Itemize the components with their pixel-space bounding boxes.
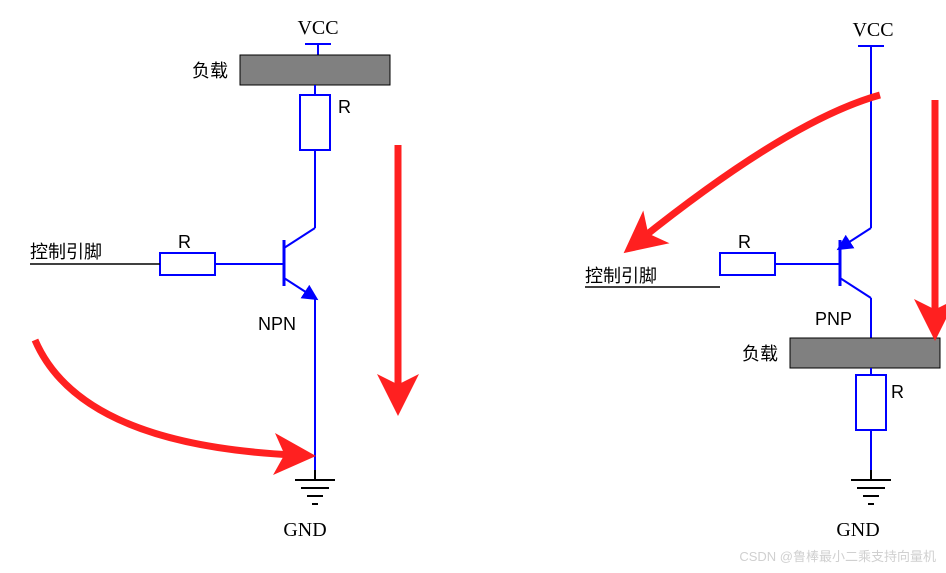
pnp-circuit: VCC PNP R 控制引脚 负载 R xyxy=(585,19,940,541)
vcc-label: VCC xyxy=(297,17,338,39)
watermark-text: CSDN @鲁棒最小二乘支持向量机 xyxy=(739,546,936,565)
resistor-bottom-pnp-label: R xyxy=(891,382,904,402)
resistor-base-npn xyxy=(160,253,215,275)
gnd-label-pnp: GND xyxy=(836,519,879,541)
vcc-label-pnp: VCC xyxy=(852,19,893,41)
resistor-top xyxy=(300,95,330,150)
resistor-bottom-pnp xyxy=(856,375,886,430)
npn-circuit: VCC 负载 R NPN R 控制引脚 xyxy=(30,17,398,541)
resistor-base-npn-label: R xyxy=(178,232,191,252)
control-pin-pnp: 控制引脚 xyxy=(585,266,657,286)
resistor-base-pnp-label: R xyxy=(738,232,751,252)
current-arrow-curved-npn xyxy=(35,340,295,455)
control-pin-npn: 控制引脚 xyxy=(30,242,102,262)
circuit-diagram: VCC 负载 R NPN R 控制引脚 xyxy=(0,0,946,573)
load-label: 负载 xyxy=(192,61,228,81)
gnd-label-npn: GND xyxy=(283,519,326,541)
resistor-base-pnp xyxy=(720,253,775,275)
load-box-pnp xyxy=(790,338,940,368)
pnp-transistor xyxy=(840,228,871,298)
load-label-pnp: 负载 xyxy=(742,344,778,364)
gnd-pnp xyxy=(851,470,891,504)
npn-type-label: NPN xyxy=(258,314,296,334)
gnd-npn xyxy=(295,470,335,504)
pnp-type-label: PNP xyxy=(815,309,852,329)
load-box xyxy=(240,55,390,85)
resistor-top-label: R xyxy=(338,97,351,117)
current-arrow-curved-pnp xyxy=(640,95,880,240)
npn-transistor xyxy=(284,228,315,298)
